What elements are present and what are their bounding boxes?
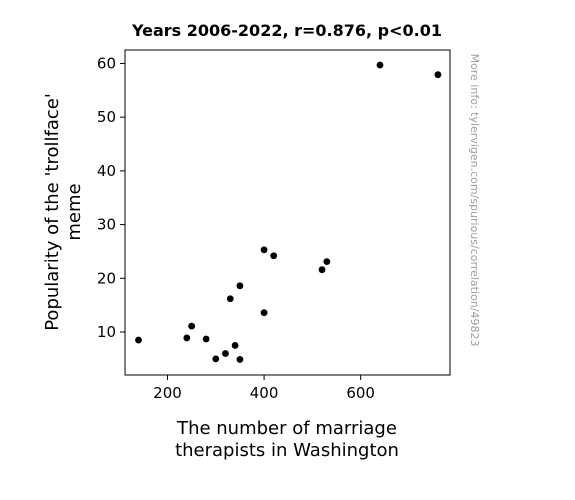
y-tick-label-1: 20 [97,269,116,287]
x-axis-label-line-2: therapists in Washington [175,440,399,461]
data-point-3 [202,335,210,343]
data-point-1 [183,334,191,342]
plot-frame [124,49,451,376]
y-axis-label-line-2: meme [64,183,85,240]
x-tick-label-1: 400 [250,384,279,402]
x-tick-label-0: 200 [153,384,182,402]
y-axis-ticks: 10 20 30 40 50 60 [97,54,125,341]
data-point-12 [270,252,278,260]
data-point-9 [236,282,244,290]
data-point-5 [222,350,229,357]
y-tick-label-4: 50 [97,108,116,126]
y-axis-label-line-1: Popularity of the 'trollface' [42,93,63,331]
data-point-10 [260,246,268,254]
x-axis-label-line-1: The number of marriage [176,418,397,439]
data-point-16 [434,71,442,79]
x-axis-ticks: 200 400 600 [153,375,375,402]
data-point-6 [226,295,234,303]
data-point-11 [260,309,268,317]
data-point-8 [236,356,244,363]
chart-title: Years 2006-2022, r=0.876, p<0.01 [131,21,442,40]
data-point-14 [323,258,331,266]
y-tick-label-3: 40 [97,162,116,180]
data-point-2 [188,322,196,330]
x-tick-label-2: 600 [346,384,375,402]
data-point-15 [376,61,384,69]
points-layer [135,61,442,363]
y-tick-label-0: 10 [97,323,116,341]
plot-area: 200 400 600 10 20 30 40 50 60 [97,49,451,402]
data-point-0 [135,336,142,344]
data-point-4 [212,355,220,363]
data-point-7 [231,342,239,349]
source-note: More info: tylervigen.com/spurious/corre… [468,54,481,347]
y-tick-label-5: 60 [97,54,116,72]
y-tick-label-2: 30 [97,216,116,234]
data-point-13 [318,266,326,274]
